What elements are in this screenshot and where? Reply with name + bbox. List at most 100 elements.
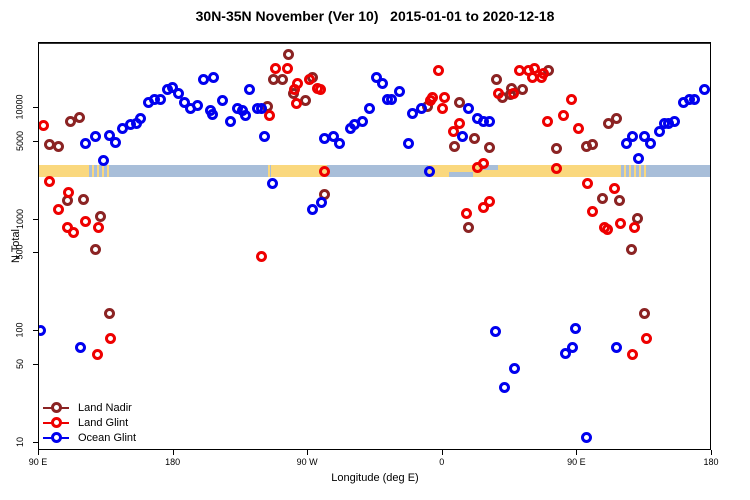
x-tick-label: 180 [703,457,719,467]
y-tick-text: 10000 [15,94,25,120]
y-tick [33,107,38,108]
data-point [78,194,90,206]
data-point [239,110,251,122]
data-point [281,63,293,75]
data-point [536,72,547,84]
data-point [628,222,640,234]
band-segment-mixed [267,164,271,178]
data-point [407,107,419,119]
legend-circle-icon [51,402,62,413]
data-point [586,205,598,217]
x-tick-label: 180 [165,457,181,467]
data-point [633,153,645,165]
data-point [516,83,528,95]
band-segment-mixed [86,164,111,178]
data-point [558,110,570,122]
data-point [580,432,592,444]
data-point [483,115,495,127]
data-point [621,137,633,149]
data-point [613,195,625,207]
data-point [103,129,115,141]
y-tick [33,252,38,254]
legend-label: Ocean Glint [78,431,137,444]
data-point [509,363,521,375]
data-point [453,117,465,129]
data-point [205,105,217,117]
legend-swatch [43,432,69,443]
data-point [627,348,639,360]
chart-title: 30N-35N November (Ver 10) 2015-01-01 to … [195,8,555,24]
legend-label: Land Glint [78,416,129,429]
data-point [166,81,178,93]
data-point [73,111,85,123]
data-point [425,95,437,107]
data-point [507,88,519,100]
data-point [94,210,106,222]
data-point [304,73,316,85]
data-point [43,176,55,188]
data-point [483,142,495,154]
data-point [90,243,102,255]
data-point [639,307,651,319]
x-axis-title: Longitude (deg E) [331,472,419,484]
data-point [356,115,368,127]
y-tick-text: 5000 [15,130,25,151]
data-point [269,63,281,75]
data-point [63,187,75,199]
data-point [432,64,444,76]
data-point [586,139,598,151]
data-point [377,77,389,89]
legend-label: Land Nadir [78,401,132,414]
y-tick-text: 10 [14,436,25,447]
data-point [416,102,428,114]
y-tick-label: 50 [14,344,26,384]
data-point [79,216,91,228]
data-point [601,223,613,235]
legend-item: Land Glint [43,415,136,430]
data-point [462,102,474,114]
data-point [477,202,489,214]
data-point [447,125,459,137]
band-ocean-notch [448,171,473,178]
data-point [319,165,331,177]
data-point [492,87,504,99]
data-point [75,342,87,354]
data-point [615,217,627,229]
y-tick [33,441,38,443]
x-tick [172,450,174,455]
data-point [316,197,328,209]
legend-item: Ocean Glint [43,430,136,445]
data-point [559,347,571,359]
legend-swatch [43,417,69,428]
data-point [483,196,495,208]
data-point [39,120,49,132]
legend-item: Land Nadir [43,400,136,415]
x-tick-label: 90 E [28,457,48,467]
data-point [334,137,346,149]
data-point [224,115,236,127]
data-point [135,113,147,125]
data-point [91,348,103,360]
data-point [462,222,474,234]
data-point [263,110,275,122]
data-point [198,73,209,85]
data-point [290,98,302,110]
data-point [289,83,301,95]
data-point [244,83,256,95]
legend: Land Nadir Land Glint Ocean Glint [43,400,136,445]
data-point [468,133,480,145]
band-segment-ocean [110,164,268,178]
data-point [610,112,622,124]
data-point [79,137,91,149]
legend-circle-icon [51,417,62,428]
band-segment-land [270,164,325,178]
data-point [386,93,398,105]
data-point [364,103,376,115]
data-point [307,204,319,216]
x-tick [441,450,443,455]
band-segment-mixed [619,164,648,178]
legend-swatch [43,402,69,413]
data-point [277,73,289,85]
data-point [52,140,64,152]
